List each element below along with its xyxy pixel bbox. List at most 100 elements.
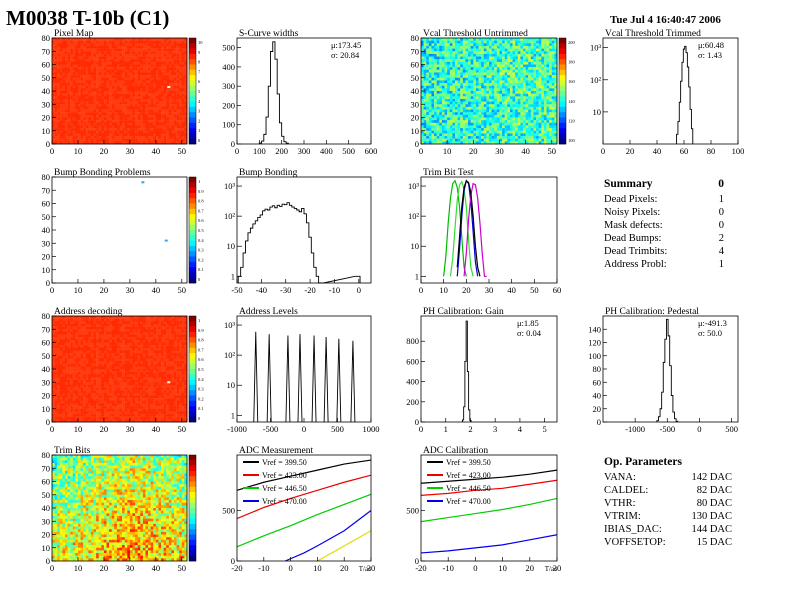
y-tick-label: 100 (222, 120, 235, 130)
heatmap-cell (59, 347, 63, 351)
heatmap-cell (533, 138, 537, 142)
heatmap-cell (439, 83, 443, 86)
palette-label: 160 (568, 79, 576, 84)
heatmap-cell (502, 101, 505, 105)
heatmap-cell (428, 75, 432, 78)
heatmap-cell (434, 128, 437, 131)
heatmap-cell (109, 96, 112, 100)
heatmap-cell (496, 117, 500, 121)
heatmap-cell (184, 117, 188, 121)
heatmap-cell (499, 67, 503, 70)
palette-label: 0.1 (198, 267, 204, 272)
heatmap-cell (449, 67, 453, 70)
heatmap-cell (171, 77, 175, 81)
heatmap-cell (447, 80, 450, 84)
heatmap-cell (441, 125, 445, 129)
heatmap-cell (101, 43, 105, 47)
heatmap-cell (135, 85, 138, 89)
heatmap-cell (517, 141, 521, 145)
heatmap-cell (536, 101, 539, 105)
heatmap-cell (436, 77, 440, 81)
heatmap-cell (447, 136, 450, 139)
heatmap-cell (439, 112, 443, 116)
heatmap-cell (135, 112, 138, 116)
heatmap-cell (93, 130, 97, 134)
heatmap-cell (523, 114, 526, 118)
heatmap-cell (122, 101, 125, 105)
heatmap-cell (132, 106, 136, 110)
heatmap-cell (161, 56, 164, 60)
heatmap-cell (184, 136, 188, 139)
heatmap-cell (148, 120, 151, 123)
heatmap-cell (75, 96, 79, 100)
heatmap-cell (444, 53, 448, 57)
palette-segment (559, 101, 566, 108)
heatmap-cell (103, 69, 107, 73)
heatmap-cell (54, 321, 58, 325)
heatmap-cell (54, 83, 58, 86)
heatmap-cell (551, 138, 555, 142)
heatmap-cell (541, 133, 545, 137)
heatmap-cell (465, 69, 469, 73)
heatmap-cell (119, 64, 123, 68)
heatmap-cell (67, 67, 71, 70)
heatmap-cell (515, 56, 518, 60)
heatmap-cell (512, 130, 516, 134)
heatmap-cell (166, 61, 170, 65)
heatmap-cell (135, 88, 138, 92)
heatmap-cell (70, 342, 73, 346)
heatmap-cell (137, 106, 141, 110)
heatmap-cell (423, 120, 427, 123)
heatmap-cell (546, 141, 550, 145)
palette-segment (189, 203, 196, 210)
heatmap-cell (155, 67, 159, 70)
heatmap-cell (554, 128, 558, 131)
heatmap-cell (64, 403, 68, 407)
heatmap-cell (75, 98, 79, 102)
heatmap-cell (515, 125, 518, 129)
heatmap-cell (525, 72, 529, 76)
y-tick-label: 50 (42, 73, 51, 83)
heatmap-cell (72, 406, 76, 409)
heatmap-cell (122, 109, 125, 113)
heatmap-cell (512, 80, 516, 84)
heatmap-cell (426, 64, 430, 68)
heatmap-cell (499, 109, 503, 113)
heatmap-cell (460, 112, 464, 116)
heatmap-cell (507, 93, 511, 97)
heatmap-cell (70, 347, 73, 351)
heatmap-cell (140, 53, 144, 57)
heatmap-cell (421, 93, 424, 97)
heatmap-cell (109, 104, 112, 108)
heatmap-cell (75, 339, 79, 343)
heatmap-cell (106, 43, 110, 47)
heatmap-cell (75, 72, 79, 76)
heatmap-cell (538, 98, 542, 102)
heatmap-cell (512, 104, 516, 108)
heatmap-cell (468, 133, 471, 137)
heatmap-cell (549, 48, 552, 52)
heatmap-cell (80, 77, 84, 81)
heatmap-cell (423, 98, 427, 102)
heatmap-cell (478, 80, 482, 84)
heatmap-cell (494, 38, 498, 41)
heatmap-cell (176, 138, 180, 142)
heatmap-cell (473, 38, 477, 41)
heatmap-cell (72, 93, 76, 97)
heatmap-cell (536, 53, 539, 57)
heatmap-cell (428, 98, 432, 102)
heatmap-cell (137, 83, 141, 86)
heatmap-cell (148, 85, 151, 89)
heatmap-cell (512, 141, 516, 145)
heatmap-cell (515, 91, 518, 94)
heatmap-cell (93, 56, 97, 60)
heatmap-cell (549, 40, 552, 44)
heatmap-cell (499, 114, 503, 118)
heatmap-cell (475, 53, 479, 57)
heatmap-cell (70, 353, 73, 356)
heatmap-cell (507, 133, 511, 137)
heatmap-cell (57, 353, 60, 356)
histogram-line (237, 202, 361, 284)
heatmap-cell (468, 138, 471, 142)
heatmap-cell (96, 69, 99, 73)
